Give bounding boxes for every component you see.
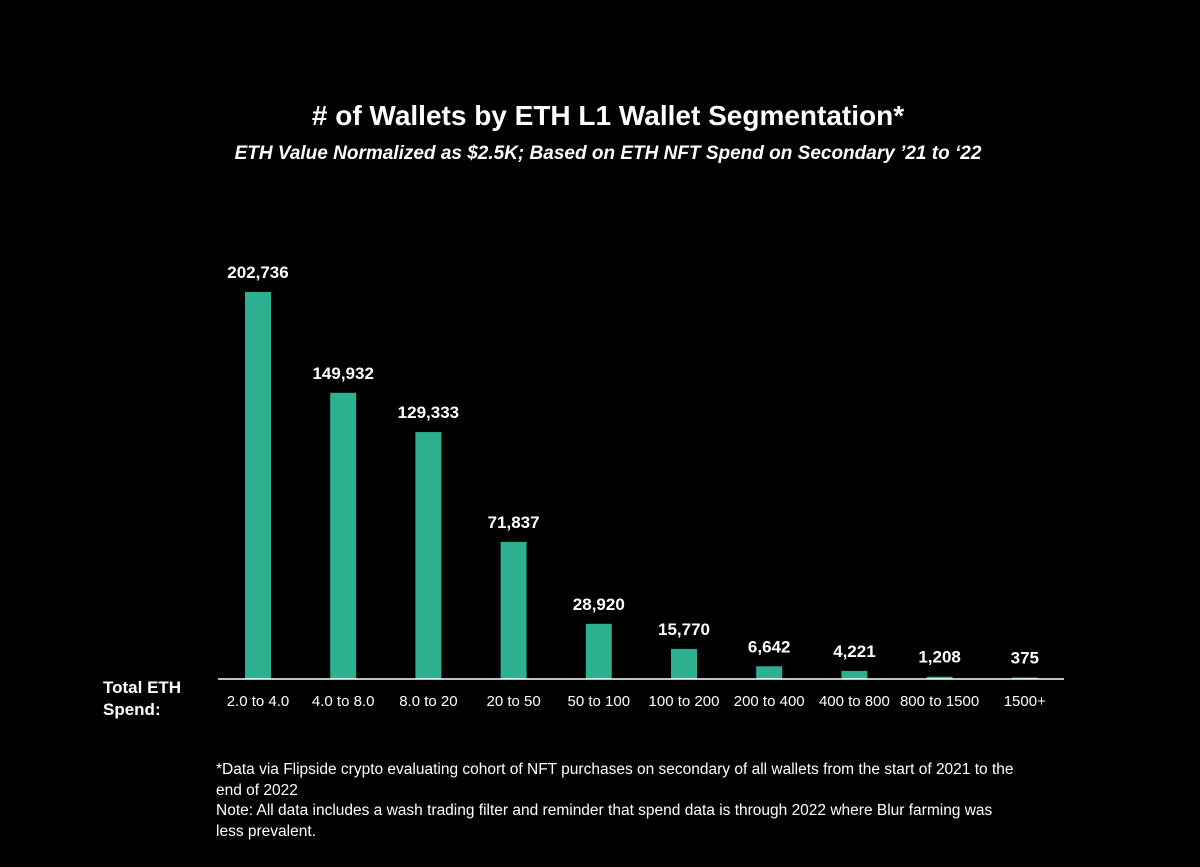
x-tick-label-0: 2.0 to 4.0 bbox=[227, 693, 290, 710]
bar-2 bbox=[415, 432, 442, 679]
bar-0 bbox=[245, 292, 271, 679]
value-label-7: 4,221 bbox=[833, 642, 876, 661]
chart-subtitle: ETH Value Normalized as $2.5K; Based on … bbox=[234, 143, 982, 164]
x-tick-label-5: 100 to 200 bbox=[649, 693, 720, 710]
value-label-3: 71,837 bbox=[488, 513, 540, 532]
x-tick-label-1: 4.0 to 8.0 bbox=[312, 693, 375, 710]
bar-5 bbox=[671, 648, 697, 679]
footnote-data-source: *Data via Flipside crypto evaluating coh… bbox=[216, 761, 1014, 799]
x-tick-label-3: 20 to 50 bbox=[486, 693, 540, 710]
value-label-0: 202,736 bbox=[227, 263, 288, 282]
x-tick-label-2: 8.0 to 20 bbox=[399, 693, 457, 710]
x-tick-labels-group: 2.0 to 4.0 4.0 to 8.0 8.0 to 20 20 to 50 50 … bbox=[227, 693, 1046, 710]
bar-7 bbox=[841, 670, 868, 679]
x-tick-label-7: 400 to 800 bbox=[819, 693, 890, 710]
bar-6 bbox=[756, 666, 783, 679]
x-axis-title: Total ETH Spend: bbox=[103, 678, 182, 719]
value-label-4: 28,920 bbox=[573, 595, 625, 614]
value-label-8: 1,208 bbox=[918, 648, 961, 667]
value-label-9: 375 bbox=[1011, 649, 1039, 668]
bar-1 bbox=[330, 392, 357, 679]
value-label-6: 6,642 bbox=[748, 637, 791, 656]
chart-title: # of Wallets by ETH L1 Wallet Segmentati… bbox=[311, 100, 905, 131]
value-label-5: 15,770 bbox=[658, 620, 710, 639]
bars-group bbox=[245, 292, 1038, 679]
bar-8 bbox=[926, 676, 953, 679]
bar-3 bbox=[500, 541, 527, 679]
value-label-2: 129,333 bbox=[398, 403, 459, 422]
x-tick-label-4: 50 to 100 bbox=[568, 693, 631, 710]
x-tick-label-9: 1500+ bbox=[1004, 693, 1046, 710]
bar-4 bbox=[585, 623, 612, 679]
x-tick-label-6: 200 to 400 bbox=[734, 693, 805, 710]
value-label-1: 149,932 bbox=[312, 364, 373, 383]
footnote: *Data via Flipside crypto evaluating coh… bbox=[216, 760, 1016, 842]
value-labels-group: 202,736 149,932 129,333 71,837 28,920 15,770 6… bbox=[227, 263, 1039, 668]
x-tick-label-8: 800 to 1500 bbox=[900, 693, 979, 710]
footnote-note: Note: All data includes a wash trading f… bbox=[216, 802, 993, 840]
